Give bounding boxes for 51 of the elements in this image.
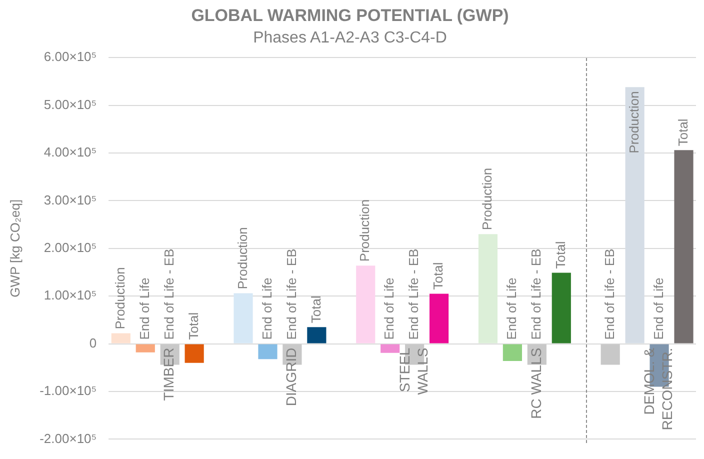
text: Total xyxy=(430,262,446,290)
text: Total xyxy=(308,296,324,324)
text: End of Life - EB xyxy=(528,248,544,340)
text: Total xyxy=(186,312,201,340)
y-tick-label: -2.00×10⁵ xyxy=(40,430,97,446)
x-tick-label: TIMBER xyxy=(160,348,177,401)
text: Production xyxy=(357,199,372,262)
bar xyxy=(552,272,571,344)
bar xyxy=(307,327,326,344)
text: Production xyxy=(480,168,495,230)
y-tick-label: -1.00×10⁵ xyxy=(40,383,97,398)
bar xyxy=(184,344,204,363)
y-tick-label: 4.00×10⁵ xyxy=(44,144,97,160)
bar xyxy=(674,150,694,344)
y-tick-label: 1.00×10⁵ xyxy=(44,288,97,303)
bar xyxy=(380,344,400,353)
bar xyxy=(502,344,522,361)
text: Total xyxy=(675,118,690,146)
bar xyxy=(430,294,449,344)
bar xyxy=(234,293,253,344)
text: End of Life xyxy=(136,278,152,340)
x-tick-label: DIAGRID xyxy=(283,348,300,406)
chart-title: GLOBAL WARMING POTENTIAL (GWP) xyxy=(191,6,509,25)
y-tick-label: 5.00×10⁵ xyxy=(44,96,97,112)
bar xyxy=(356,266,376,344)
y-tick-label: 2.00×10⁵ xyxy=(44,240,97,255)
bar xyxy=(258,344,278,360)
text: End of Life xyxy=(382,278,397,340)
text: Production xyxy=(234,227,250,290)
text: End of Life - EB xyxy=(284,248,299,340)
bar xyxy=(478,234,498,344)
y-tick-label: 0 xyxy=(89,335,97,350)
bar xyxy=(625,87,644,344)
chart-subtitle: Phases A1-A2-A3 C3-C4-D xyxy=(253,29,447,46)
y-tick-label: 6.00×10⁵ xyxy=(44,49,97,64)
text: End of Life xyxy=(504,278,520,340)
x-tick-label: STEEL WALLS xyxy=(396,348,430,395)
bar xyxy=(600,344,620,365)
text: End of Life xyxy=(650,278,666,340)
text: End of Life - EB xyxy=(406,248,422,340)
bar xyxy=(111,333,130,344)
text: End of Life - EB xyxy=(602,248,617,340)
series-label: Production xyxy=(626,91,642,154)
text: Production xyxy=(112,267,128,330)
text: End of Life xyxy=(259,278,274,340)
y-axis-title: GWP [kg CO₂eq] xyxy=(7,199,22,298)
text: End of Life - EB xyxy=(161,248,176,340)
y-tick-label: 3.00×10⁵ xyxy=(44,192,97,208)
x-tick-label: RC WALLS xyxy=(528,348,544,419)
bar xyxy=(136,344,155,352)
text: Total xyxy=(552,241,568,269)
